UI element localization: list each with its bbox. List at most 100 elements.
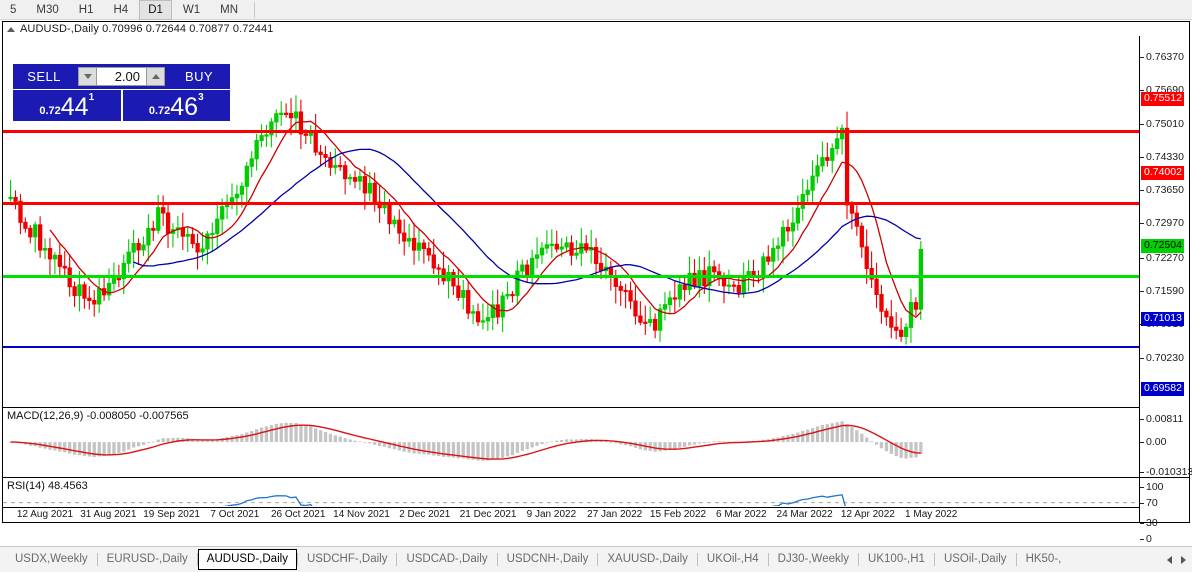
sell-price-display[interactable]: 0.72 44 1 bbox=[13, 90, 121, 121]
chart-tab-usdcnhdaily[interactable]: USDCNH-,Daily bbox=[506, 553, 589, 565]
macd-plot bbox=[9, 421, 923, 461]
tab-divider bbox=[96, 553, 98, 566]
chart-tab-dj30weekly[interactable]: DJ30-,Weekly bbox=[777, 553, 850, 565]
tab-divider bbox=[933, 553, 935, 566]
resistance-line-75512[interactable] bbox=[3, 130, 1139, 133]
price-tick: 0.75010 bbox=[1140, 118, 1184, 130]
current-price-line-72504[interactable] bbox=[3, 275, 1139, 278]
date-tick: 24 Mar 2022 bbox=[776, 509, 833, 520]
chart-tab-usdxweekly[interactable]: USDX,Weekly bbox=[15, 553, 88, 565]
date-tick: 31 Aug 2021 bbox=[80, 509, 137, 520]
date-tick: 14 Nov 2021 bbox=[333, 509, 390, 520]
sell-price-big: 44 bbox=[60, 93, 89, 121]
macd-tick: 0.00 bbox=[1140, 436, 1166, 448]
timeframe-d1[interactable]: D1 bbox=[139, 0, 172, 20]
price-tick: 0.70230 bbox=[1140, 352, 1184, 364]
price-tick: 0.73650 bbox=[1140, 184, 1184, 196]
chart-tab-ukoilh4[interactable]: UKOil-,H4 bbox=[706, 553, 759, 565]
timeframe-w1[interactable]: W1 bbox=[182, 3, 201, 16]
timeframe-toolbar: 5 M30 H1 H4 D1 W1 MN bbox=[0, 0, 1192, 20]
timeframe-h1[interactable]: H1 bbox=[78, 3, 94, 16]
buy-button[interactable]: BUY bbox=[168, 64, 230, 89]
price-level-label-074002[interactable]: 0.74002 bbox=[1141, 165, 1184, 180]
price-level-label-072504[interactable]: 0.72504 bbox=[1141, 239, 1184, 254]
rsi-tick: 0 bbox=[1140, 533, 1152, 545]
tab-divider bbox=[296, 553, 298, 566]
chevron-down-icon bbox=[83, 74, 92, 79]
rsi-tick: 70 bbox=[1140, 497, 1158, 509]
tab-divider bbox=[767, 553, 769, 566]
date-tick: 21 Dec 2021 bbox=[459, 509, 517, 520]
date-tick: 12 Apr 2022 bbox=[840, 509, 895, 520]
price-tick: 0.76370 bbox=[1140, 51, 1184, 63]
tab-divider bbox=[1015, 553, 1017, 566]
rsi-tick: 30 bbox=[1140, 517, 1158, 529]
date-tick: 9 Jan 2022 bbox=[526, 509, 577, 520]
timeframe-h4[interactable]: H4 bbox=[113, 3, 129, 16]
tab-scroll-controls[interactable] bbox=[1167, 555, 1192, 564]
date-tick: 2 Dec 2021 bbox=[399, 509, 451, 520]
chart-tab-uk100h1[interactable]: UK100-,H1 bbox=[868, 553, 925, 565]
tab-divider bbox=[597, 553, 599, 566]
tab-divider bbox=[496, 553, 498, 566]
price-tick: 0.72970 bbox=[1140, 217, 1184, 229]
volume-input[interactable]: 2.00 bbox=[97, 67, 146, 86]
toolbar-separator bbox=[254, 1, 256, 18]
chart-tab-usdcaddaily[interactable]: USDCAD-,Daily bbox=[406, 553, 488, 565]
date-tick: 26 Oct 2021 bbox=[270, 509, 326, 520]
one-click-trade-panel[interactable]: SELL 2.00 BUY 0.72 44 1 0.72 46 3 bbox=[13, 64, 230, 121]
price-tick: 0.72270 bbox=[1140, 252, 1184, 264]
timeframe-mn[interactable]: MN bbox=[220, 3, 239, 16]
volume-decrease-button[interactable] bbox=[78, 67, 97, 86]
chart-tab-eurusddaily[interactable]: EURUSD-,Daily bbox=[106, 553, 188, 565]
chart-tab-hk50[interactable]: HK50-, bbox=[1025, 553, 1062, 565]
buy-price-big: 46 bbox=[170, 93, 199, 121]
sell-price-prefix: 0.72 bbox=[39, 105, 61, 117]
volume-increase-button[interactable] bbox=[146, 67, 165, 86]
candlestick-chart bbox=[8, 95, 924, 345]
buy-price-display[interactable]: 0.72 46 3 bbox=[122, 90, 230, 121]
sell-button[interactable]: SELL bbox=[13, 64, 75, 89]
date-tick: 15 Feb 2022 bbox=[649, 509, 707, 520]
chart-tab-xauusddaily[interactable]: XAUUSD-,Daily bbox=[607, 553, 688, 565]
tab-divider bbox=[196, 553, 198, 566]
macd-tick: -0.010313 bbox=[1140, 466, 1192, 478]
chevron-up-icon bbox=[151, 74, 160, 79]
rsi-tick: 100 bbox=[1140, 481, 1164, 493]
chart-tab-audusddaily[interactable]: AUDUSD-,Daily bbox=[197, 549, 297, 570]
rsi-label: RSI(14) 48.4563 bbox=[7, 480, 91, 492]
timeframe-m30[interactable]: M30 bbox=[36, 3, 59, 16]
buy-price-superscript: 3 bbox=[198, 92, 204, 103]
date-tick: 12 Aug 2021 bbox=[16, 509, 74, 520]
price-level-label-069582[interactable]: 0.69582 bbox=[1141, 382, 1184, 397]
chart-tab-usdchfdaily[interactable]: USDCHF-,Daily bbox=[306, 553, 388, 565]
date-tick: 6 Mar 2022 bbox=[716, 509, 767, 520]
tab-divider bbox=[396, 553, 398, 566]
support-line-71013[interactable] bbox=[3, 346, 1139, 348]
price-level-label-071013[interactable]: 0.71013 bbox=[1141, 312, 1184, 327]
rsi-scale: 100 70 30 0 bbox=[1139, 479, 1189, 545]
date-axis: 12 Aug 2021 31 Aug 2021 19 Sep 2021 7 Oct 2… bbox=[3, 507, 1139, 522]
resistance-line-74002[interactable] bbox=[3, 202, 1139, 205]
tab-divider bbox=[858, 553, 860, 566]
scroll-left-icon[interactable] bbox=[1167, 555, 1172, 564]
date-tick: 27 Jan 2022 bbox=[587, 509, 643, 520]
sell-price-superscript: 1 bbox=[88, 92, 95, 103]
rsi-pane[interactable]: RSI(14) 48.4563 bbox=[3, 479, 1139, 506]
scroll-right-icon[interactable] bbox=[1181, 555, 1186, 564]
chart-title-bar: AUDUSD-,Daily 0.70996 0.72644 0.70877 0.… bbox=[3, 22, 1189, 36]
rsi-plot bbox=[3, 494, 1139, 506]
chart-tabbar: USDX,Weekly EURUSD-,Daily AUDUSD-,Daily USD… bbox=[0, 546, 1192, 572]
chart-title: AUDUSD-,Daily 0.70996 0.72644 0.70877 0.… bbox=[20, 23, 274, 35]
price-level-label-075512[interactable]: 0.75512 bbox=[1141, 92, 1184, 107]
date-tick: 19 Sep 2021 bbox=[143, 509, 200, 520]
macd-tick: 0.00811 bbox=[1140, 413, 1183, 425]
collapse-triangle-icon[interactable] bbox=[7, 26, 15, 32]
macd-pane[interactable]: MACD(12,26,9) -0.008050 -0.007565 bbox=[3, 409, 1139, 478]
price-tick: 0.71590 bbox=[1140, 285, 1184, 297]
chart-tab-usoildaily[interactable]: USOil-,Daily bbox=[943, 553, 1007, 565]
date-tick: 7 Oct 2021 bbox=[210, 509, 260, 520]
chart-window: AUDUSD-,Daily 0.70996 0.72644 0.70877 0.… bbox=[2, 21, 1192, 545]
timeframe-5[interactable]: 5 bbox=[10, 3, 17, 16]
